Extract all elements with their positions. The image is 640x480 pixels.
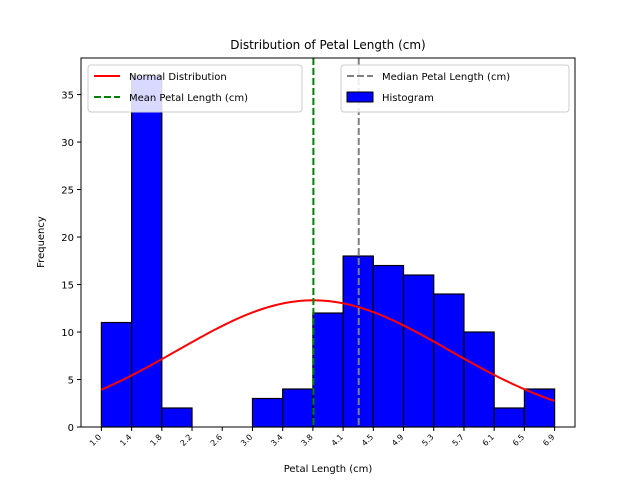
histogram-bar bbox=[282, 388, 314, 428]
histogram-bar bbox=[312, 312, 344, 428]
histogram-bar bbox=[463, 331, 495, 428]
histogram-bar bbox=[100, 321, 133, 428]
legend-left: Normal Distribution Mean Petal Length (cm… bbox=[87, 64, 303, 113]
normal-distribution-line bbox=[100, 299, 555, 402]
legend-label: Normal Distribution bbox=[129, 72, 227, 83]
x-tick-label: 4.1 bbox=[330, 433, 345, 448]
x-tick-label: 6.9 bbox=[541, 433, 556, 448]
legend-label: Median Petal Length (cm) bbox=[382, 72, 510, 83]
x-tick-label: 2.6 bbox=[209, 433, 224, 448]
x-tick-label: 3.4 bbox=[269, 433, 284, 448]
histogram-bar bbox=[493, 407, 525, 428]
histogram-bar bbox=[131, 74, 163, 428]
histogram-bar bbox=[433, 293, 465, 428]
histogram-bar bbox=[161, 407, 193, 428]
x-tick-label: 1.8 bbox=[148, 433, 163, 448]
x-tick-label: 5.3 bbox=[420, 433, 435, 448]
x-tick-label: 3.8 bbox=[299, 433, 314, 448]
y-tick-label: 15 bbox=[61, 281, 74, 292]
x-tick-label: 2.2 bbox=[179, 433, 194, 448]
y-axis-label: Frequency bbox=[36, 216, 47, 268]
legend-swatch-histogram bbox=[346, 91, 374, 103]
x-axis-label: Petal Length (cm) bbox=[284, 464, 373, 475]
chart-title: Distribution of Petal Length (cm) bbox=[230, 38, 425, 52]
legend-box bbox=[87, 64, 303, 113]
legend-label: Mean Petal Length (cm) bbox=[129, 93, 248, 104]
y-tick-label: 30 bbox=[61, 138, 74, 149]
x-tick-label: 1.0 bbox=[88, 433, 103, 448]
y-tick-label: 10 bbox=[61, 328, 74, 339]
x-tick-label: 5.7 bbox=[451, 433, 466, 448]
legend-right: Median Petal Length (cm) Histogram bbox=[340, 64, 570, 113]
x-tick-label: 6.1 bbox=[481, 433, 496, 448]
x-tick-label: 6.5 bbox=[511, 433, 526, 448]
plot-frame bbox=[80, 57, 576, 428]
y-tick-label: 5 bbox=[68, 376, 74, 387]
legend-label: Histogram bbox=[382, 93, 434, 104]
x-tick-label: 4.9 bbox=[390, 433, 405, 448]
x-tick-label: 3.0 bbox=[239, 433, 254, 448]
y-tick-label: 35 bbox=[61, 91, 74, 102]
histogram-bar bbox=[402, 274, 435, 428]
y-tick-label: 0 bbox=[68, 423, 74, 434]
histogram-bar bbox=[251, 397, 284, 428]
legend-box bbox=[340, 64, 570, 113]
plot-area: 0 5 10 15 20 25 30 35 1.0 1.4 1.8 2.2 2.6 3.0 3.4 3.8 4.… bbox=[61, 57, 576, 448]
y-tick-label: 20 bbox=[61, 233, 74, 244]
x-tick-label: 1.4 bbox=[118, 433, 133, 448]
x-tick-label: 4.5 bbox=[360, 433, 375, 448]
y-tick-label: 25 bbox=[61, 186, 74, 197]
histogram-bar bbox=[372, 264, 405, 428]
